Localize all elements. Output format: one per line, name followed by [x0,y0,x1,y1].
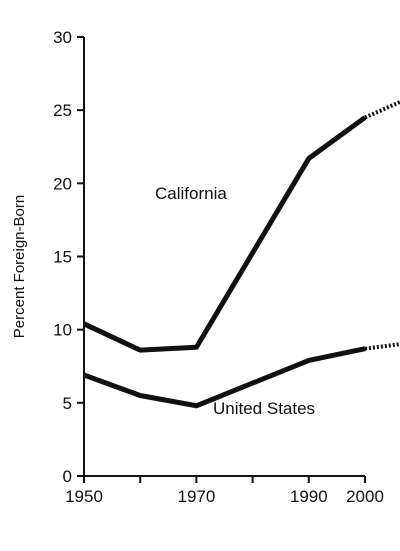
y-tick-label: 20 [53,174,72,193]
y-tick-label: 5 [63,394,72,413]
y-tick-label: 25 [53,101,72,120]
y-tick-label: 15 [53,248,72,267]
y-tick-label: 0 [63,467,72,486]
series-label-united-states: United States [213,399,315,418]
y-tick-label: 30 [53,28,72,47]
series-label-california: California [155,184,227,203]
x-tick-label: 1990 [290,487,328,506]
series-lines [82,99,400,409]
x-tick-label: 1950 [65,487,103,506]
x-tick-label: 2000 [346,487,384,506]
series-projection-california [364,99,400,120]
series-projection-united-states [364,342,400,351]
x-tick-label: 1970 [177,487,215,506]
x-axis-ticks: 1950 1970 1990 2000 [65,476,384,506]
series-line-california [82,115,367,353]
y-tick-label: 10 [53,321,72,340]
series-line-united-states [83,346,366,409]
y-axis-title: Percent Foreign-Born [11,195,28,338]
y-axis-ticks: 0 5 10 15 20 25 30 [53,28,84,486]
